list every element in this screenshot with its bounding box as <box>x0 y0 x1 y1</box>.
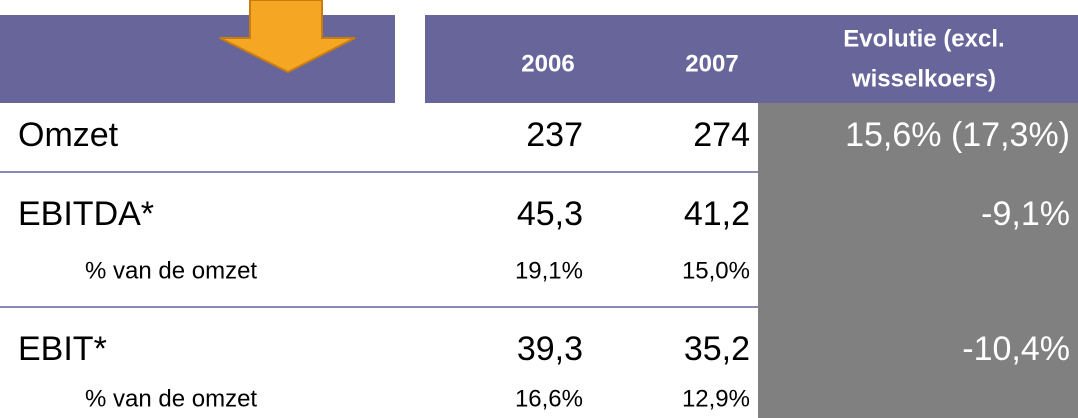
cell: -9,1% <box>981 195 1070 233</box>
cell: -10,4% <box>962 330 1070 368</box>
cell: 35,2 <box>684 330 750 368</box>
row-label: EBITDA* <box>18 195 154 233</box>
evolution-column <box>758 103 1078 418</box>
header-band-left <box>0 15 395 103</box>
cell: 39,3 <box>517 330 583 368</box>
cell: 45,3 <box>517 195 583 233</box>
header-band-right <box>425 15 1078 103</box>
row-label: Omzet <box>18 116 119 154</box>
cell: 274 <box>693 116 750 154</box>
row-label: % van de omzet <box>85 385 257 412</box>
cell: 237 <box>526 116 583 154</box>
header-cell: 2007 <box>685 50 738 77</box>
arrow <box>219 0 356 74</box>
cell: 12,9% <box>682 385 750 412</box>
header-cell: wisselkoers) <box>851 65 996 92</box>
row-label: % van de omzet <box>85 257 257 284</box>
header-cell: Evolutie (excl. <box>843 25 1004 52</box>
row-label: EBIT* <box>18 330 107 368</box>
cell: 19,1% <box>515 257 583 284</box>
cell: 41,2 <box>684 195 750 233</box>
cell: 16,6% <box>515 385 583 412</box>
cell: 15,0% <box>682 257 750 284</box>
cell: 15,6% (17,3%) <box>845 116 1070 154</box>
header-cell: 2006 <box>521 50 574 77</box>
